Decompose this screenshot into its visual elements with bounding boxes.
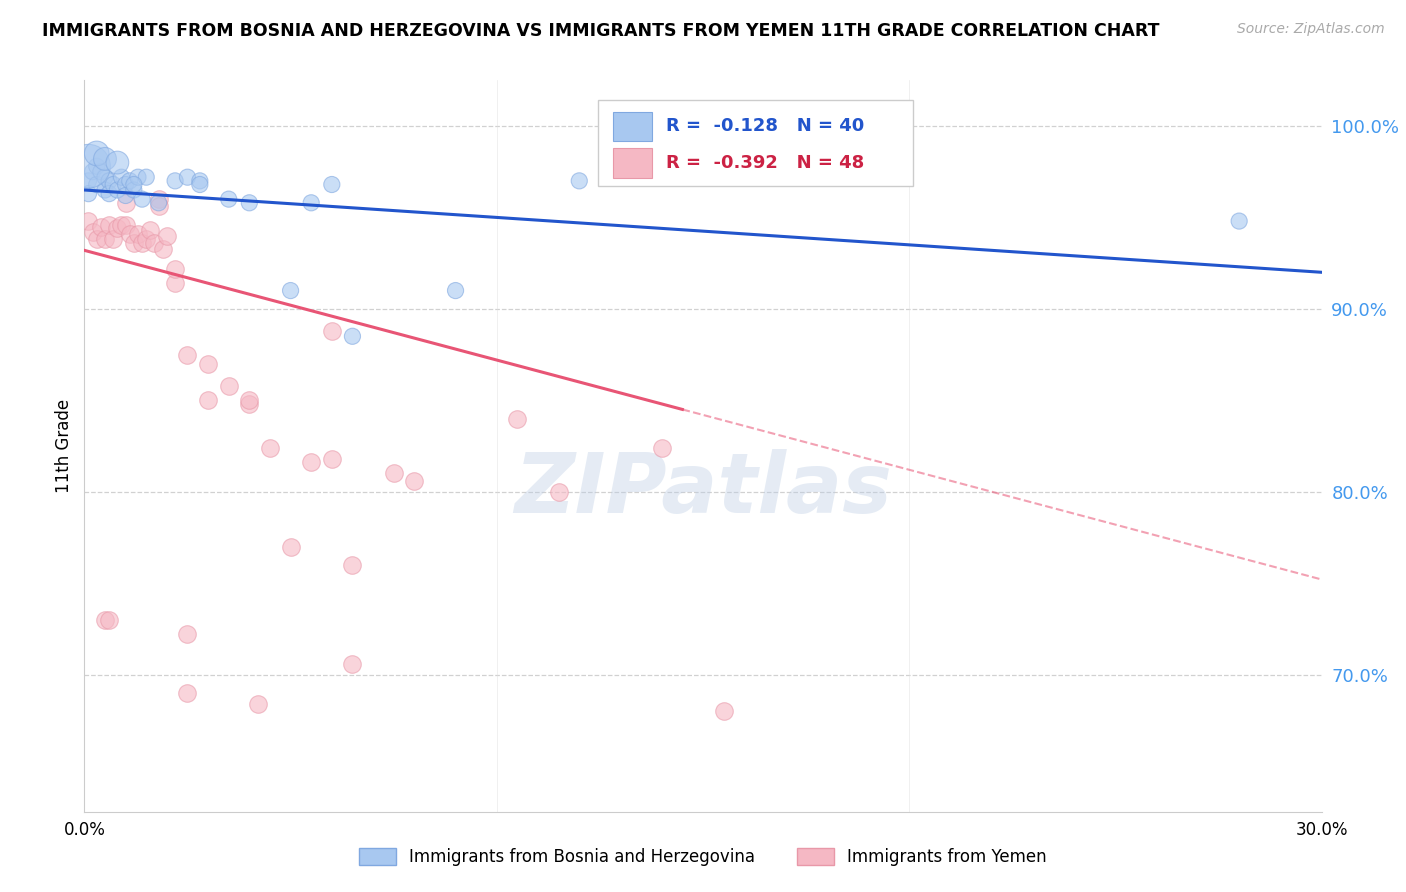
Point: [176, 686, 198, 700]
Point: [77, 174, 100, 188]
Point: [127, 227, 149, 241]
Point: [118, 174, 141, 188]
Text: IMMIGRANTS FROM BOSNIA AND HERZEGOVINA VS IMMIGRANTS FROM YEMEN 11TH GRADE CORRE: IMMIGRANTS FROM BOSNIA AND HERZEGOVINA V…: [42, 22, 1160, 40]
Point: [259, 441, 281, 455]
Legend: Immigrants from Bosnia and Herzegovina, Immigrants from Yemen: Immigrants from Bosnia and Herzegovina, …: [353, 841, 1053, 873]
Point: [651, 441, 673, 455]
Point: [127, 170, 149, 185]
Point: [321, 451, 343, 466]
Point: [1227, 214, 1250, 228]
Point: [506, 411, 529, 425]
Point: [775, 119, 797, 133]
Text: R =  -0.128   N = 40: R = -0.128 N = 40: [666, 118, 865, 136]
FancyBboxPatch shape: [613, 112, 652, 141]
Point: [114, 218, 136, 232]
Point: [188, 174, 211, 188]
Point: [342, 558, 364, 572]
Point: [165, 174, 187, 188]
Point: [280, 540, 302, 554]
Point: [135, 170, 157, 185]
Point: [176, 627, 198, 641]
Point: [110, 170, 132, 185]
Point: [176, 170, 198, 185]
Point: [105, 221, 128, 235]
Point: [122, 178, 145, 192]
Point: [713, 704, 735, 718]
Point: [77, 186, 100, 201]
Point: [156, 228, 179, 243]
Y-axis label: 11th Grade: 11th Grade: [55, 399, 73, 493]
Point: [86, 232, 108, 246]
Point: [103, 178, 125, 192]
Point: [280, 284, 302, 298]
Point: [114, 195, 136, 210]
Point: [98, 174, 121, 188]
Point: [568, 174, 591, 188]
Point: [165, 277, 187, 291]
Point: [342, 657, 364, 671]
Point: [98, 613, 121, 627]
Point: [77, 159, 100, 173]
Point: [94, 170, 117, 185]
Point: [238, 397, 260, 411]
Point: [86, 178, 108, 192]
Text: ZIPatlas: ZIPatlas: [515, 450, 891, 531]
Point: [148, 199, 170, 213]
FancyBboxPatch shape: [613, 148, 652, 178]
Point: [98, 218, 121, 232]
Point: [122, 235, 145, 250]
Point: [114, 188, 136, 202]
FancyBboxPatch shape: [598, 100, 914, 186]
Point: [321, 178, 343, 192]
Point: [135, 232, 157, 246]
Point: [110, 218, 132, 232]
Point: [86, 159, 108, 173]
Point: [342, 329, 364, 343]
Point: [218, 378, 240, 392]
Point: [118, 227, 141, 241]
Point: [547, 484, 569, 499]
Point: [105, 155, 128, 169]
Point: [148, 192, 170, 206]
Point: [246, 697, 269, 711]
Point: [188, 178, 211, 192]
Point: [94, 183, 117, 197]
Point: [238, 393, 260, 408]
Point: [82, 164, 104, 178]
Point: [299, 455, 322, 469]
Point: [94, 613, 117, 627]
Point: [105, 183, 128, 197]
Point: [238, 195, 260, 210]
Point: [321, 324, 343, 338]
Point: [77, 214, 100, 228]
Point: [197, 393, 219, 408]
Point: [444, 284, 467, 298]
Point: [131, 192, 153, 206]
Point: [114, 178, 136, 192]
Point: [197, 357, 219, 371]
Point: [98, 186, 121, 201]
Point: [299, 195, 322, 210]
Point: [382, 467, 405, 481]
Point: [131, 235, 153, 250]
Point: [165, 261, 187, 276]
Point: [94, 152, 117, 166]
Point: [404, 474, 426, 488]
Text: Source: ZipAtlas.com: Source: ZipAtlas.com: [1237, 22, 1385, 37]
Point: [148, 195, 170, 210]
Point: [176, 347, 198, 362]
Point: [122, 183, 145, 197]
Point: [94, 232, 117, 246]
Point: [103, 232, 125, 246]
Point: [90, 219, 112, 234]
Point: [90, 164, 112, 178]
Point: [218, 192, 240, 206]
Point: [143, 235, 166, 250]
Point: [86, 146, 108, 161]
Point: [139, 223, 162, 237]
Point: [82, 225, 104, 239]
Point: [152, 242, 174, 256]
Text: R =  -0.392   N = 48: R = -0.392 N = 48: [666, 154, 865, 172]
